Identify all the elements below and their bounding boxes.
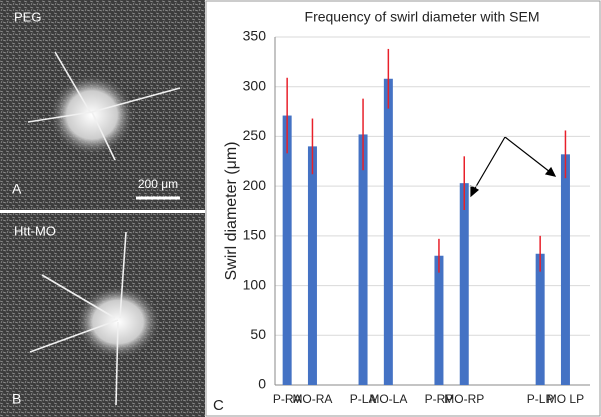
bar bbox=[434, 255, 444, 385]
panel-label: PEG bbox=[14, 9, 41, 24]
y-tick-label: 350 bbox=[243, 28, 267, 44]
x-tick-label: P-LP bbox=[527, 392, 554, 406]
panel-a: PEG A 200 μm bbox=[0, 0, 205, 210]
x-tick-label: MO-RP bbox=[444, 392, 484, 406]
y-tick-label: 150 bbox=[243, 227, 267, 243]
bar bbox=[383, 78, 393, 385]
panel-letter: A bbox=[12, 181, 22, 197]
y-tick-label: 250 bbox=[243, 127, 267, 143]
panel-b: Htt-MO B bbox=[0, 213, 205, 417]
bar bbox=[560, 154, 570, 385]
bar bbox=[307, 146, 317, 385]
x-tick-label: MO-LA bbox=[369, 392, 407, 406]
y-tick-label: 300 bbox=[243, 77, 267, 93]
x-tick-label: MO-RA bbox=[292, 392, 332, 406]
y-tick-label: 200 bbox=[243, 177, 267, 193]
x-tick-label: P-RA bbox=[273, 392, 302, 406]
y-tick-label: 100 bbox=[243, 276, 267, 292]
bar bbox=[535, 253, 545, 385]
x-tick-label: MO LP bbox=[547, 392, 584, 406]
bar bbox=[459, 183, 469, 385]
panel-letter: C bbox=[213, 397, 224, 414]
chart-title: Frequency of swirl diameter with SEM bbox=[305, 9, 540, 25]
panel-label: Htt-MO bbox=[14, 223, 56, 238]
x-tick-label: P-RP bbox=[425, 392, 454, 406]
y-tick-label: 0 bbox=[258, 376, 266, 392]
arrows bbox=[470, 136, 557, 198]
x-tick-label: P-LA bbox=[350, 392, 377, 406]
y-axis-label: Swirl diameter (μm) bbox=[223, 141, 240, 280]
y-tick-label: 50 bbox=[250, 326, 266, 342]
chart-frame bbox=[205, 0, 601, 417]
bar bbox=[358, 134, 368, 385]
bar bbox=[282, 115, 292, 385]
panel-letter: B bbox=[12, 391, 21, 407]
scale-bar-label: 200 μm bbox=[138, 177, 178, 191]
